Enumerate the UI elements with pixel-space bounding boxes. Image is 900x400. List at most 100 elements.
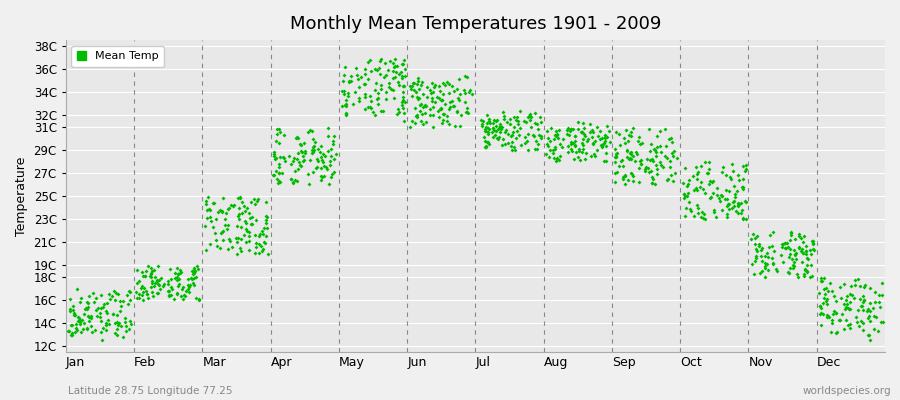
Point bbox=[608, 129, 623, 136]
Point bbox=[371, 100, 385, 107]
Point bbox=[456, 86, 471, 93]
Point bbox=[762, 232, 777, 238]
Point bbox=[791, 233, 806, 240]
Point bbox=[486, 120, 500, 126]
Point bbox=[397, 83, 411, 90]
Point bbox=[590, 124, 604, 130]
Point bbox=[814, 322, 828, 328]
Point bbox=[571, 119, 585, 125]
Point bbox=[584, 152, 598, 159]
Point bbox=[618, 172, 633, 178]
Point bbox=[521, 146, 535, 153]
Point bbox=[71, 318, 86, 324]
Point bbox=[370, 96, 384, 102]
Point bbox=[822, 313, 836, 319]
Point bbox=[88, 327, 103, 333]
Point bbox=[122, 288, 136, 294]
Point bbox=[193, 297, 207, 303]
Point bbox=[692, 184, 706, 190]
Point bbox=[841, 305, 855, 311]
Point bbox=[418, 110, 432, 116]
Point bbox=[618, 127, 633, 133]
Point bbox=[803, 247, 817, 254]
Point bbox=[725, 198, 740, 205]
Point bbox=[643, 148, 657, 154]
Point bbox=[230, 250, 244, 257]
Point bbox=[523, 116, 537, 123]
Point bbox=[571, 154, 585, 160]
Point bbox=[600, 134, 615, 140]
Point bbox=[723, 174, 737, 181]
Point bbox=[863, 337, 878, 344]
Point bbox=[874, 319, 888, 325]
Point bbox=[379, 72, 393, 78]
Point bbox=[96, 301, 111, 308]
Point bbox=[697, 211, 711, 218]
Point bbox=[532, 132, 546, 138]
Point bbox=[550, 132, 564, 138]
Point bbox=[67, 312, 81, 318]
Point bbox=[144, 270, 158, 276]
Point bbox=[305, 128, 320, 134]
Point bbox=[850, 319, 865, 325]
Point bbox=[752, 242, 766, 249]
Point bbox=[818, 285, 832, 292]
Point bbox=[109, 290, 123, 296]
Point bbox=[214, 230, 229, 236]
Point bbox=[612, 130, 626, 137]
Point bbox=[148, 279, 162, 286]
Point bbox=[812, 290, 826, 296]
Point bbox=[192, 296, 206, 302]
Point bbox=[851, 307, 866, 314]
Point bbox=[491, 134, 506, 140]
Point bbox=[775, 244, 789, 250]
Point bbox=[338, 102, 352, 108]
Point bbox=[634, 140, 649, 146]
Point bbox=[712, 195, 726, 202]
Point bbox=[420, 84, 435, 91]
Point bbox=[565, 148, 580, 154]
Point bbox=[242, 238, 256, 244]
Point bbox=[423, 106, 437, 112]
Point bbox=[184, 275, 199, 281]
Point bbox=[233, 195, 248, 202]
Point bbox=[363, 92, 377, 99]
Point bbox=[230, 239, 244, 245]
Point bbox=[223, 202, 238, 208]
Point bbox=[62, 328, 77, 334]
Point bbox=[732, 177, 746, 183]
Point bbox=[130, 267, 144, 273]
Point bbox=[677, 195, 691, 202]
Point bbox=[292, 159, 306, 166]
Point bbox=[804, 250, 818, 257]
Point bbox=[851, 323, 866, 330]
Point bbox=[488, 132, 502, 138]
Point bbox=[229, 234, 243, 241]
Point bbox=[144, 271, 158, 278]
Point bbox=[335, 103, 349, 109]
Point bbox=[446, 103, 461, 109]
Point bbox=[410, 75, 425, 82]
Point bbox=[845, 292, 859, 298]
Point bbox=[258, 217, 273, 224]
Point bbox=[327, 168, 341, 175]
Point bbox=[796, 249, 811, 256]
Point bbox=[390, 62, 404, 69]
Point bbox=[450, 107, 464, 114]
Point bbox=[745, 261, 760, 267]
Point bbox=[426, 112, 440, 118]
Point bbox=[248, 232, 263, 238]
Point bbox=[616, 174, 630, 181]
Point bbox=[198, 223, 212, 229]
Point bbox=[102, 321, 116, 327]
Point bbox=[667, 148, 681, 154]
Point bbox=[580, 137, 594, 144]
Point bbox=[216, 237, 230, 243]
Point bbox=[598, 158, 612, 164]
Point bbox=[425, 98, 439, 104]
Point bbox=[256, 246, 270, 252]
Point bbox=[432, 88, 446, 94]
Point bbox=[297, 140, 311, 146]
Point bbox=[491, 126, 506, 132]
Point bbox=[404, 83, 419, 90]
